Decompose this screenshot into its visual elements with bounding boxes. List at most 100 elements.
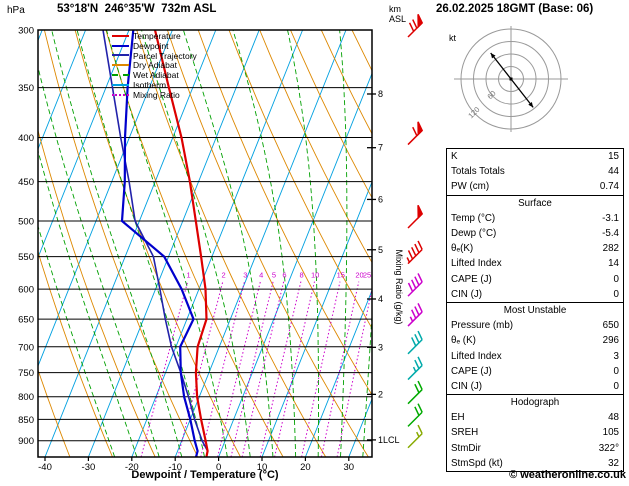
row-value: 0 bbox=[613, 380, 619, 392]
svg-text:1: 1 bbox=[187, 270, 191, 279]
svg-text:8: 8 bbox=[300, 270, 304, 279]
row-label: StmSpd (kt) bbox=[451, 457, 503, 469]
row-label: Pressure (mb) bbox=[451, 320, 514, 332]
svg-text:400: 400 bbox=[18, 133, 34, 144]
chart-legend: Temperature Dewpoint Parcel Trajectory Dry … bbox=[112, 31, 197, 100]
table-row: EH 48 bbox=[447, 410, 623, 425]
row-value: 3 bbox=[613, 350, 619, 362]
table-row: CAPE (J) 0 bbox=[447, 272, 623, 287]
row-value: 0.74 bbox=[599, 181, 619, 193]
svg-text:-40: -40 bbox=[38, 462, 52, 473]
svg-text:350: 350 bbox=[18, 83, 34, 94]
sounding-indices-table: K 15 Totals Totals 44 PW (cm) 0.74 Surface Temp… bbox=[446, 148, 624, 472]
row-label: PW (cm) bbox=[451, 181, 490, 193]
hodograph-ring bbox=[473, 41, 549, 117]
dry-adiabat-swatch-icon bbox=[112, 64, 129, 67]
legend-item-mixing-ratio: Mixing Ratio bbox=[112, 90, 197, 100]
wet-adiabat-lines bbox=[38, 30, 372, 457]
svg-text:30: 30 bbox=[344, 462, 355, 473]
station-title: 53°18'N 246°35'W 732m ASL bbox=[57, 3, 217, 15]
table-row: θₑ(K) 282 bbox=[447, 241, 623, 256]
svg-text:15: 15 bbox=[337, 270, 345, 279]
svg-text:600: 600 bbox=[18, 285, 34, 296]
legend-label: Dewpoint bbox=[133, 40, 169, 51]
mixing-ratio-lines bbox=[140, 281, 372, 457]
svg-text:0: 0 bbox=[216, 462, 221, 473]
temperature-curve bbox=[153, 30, 209, 457]
mixing-ratio-swatch-icon bbox=[112, 93, 129, 96]
svg-text:25: 25 bbox=[363, 270, 371, 279]
table-row: K 15 bbox=[447, 149, 623, 164]
legend-label: Temperature bbox=[133, 30, 181, 41]
svg-text:7: 7 bbox=[378, 143, 383, 153]
temperature-axis: -40 -30 -20 -10 0 10 20 30 bbox=[38, 457, 354, 473]
hodograph-origin-marker bbox=[509, 77, 513, 81]
svg-text:-20: -20 bbox=[125, 462, 139, 473]
row-label: CIN (J) bbox=[451, 288, 483, 300]
plot-area bbox=[38, 30, 372, 457]
svg-text:20: 20 bbox=[355, 270, 363, 279]
row-label: K bbox=[451, 151, 458, 163]
table-section-title: Surface bbox=[518, 197, 552, 209]
row-label: Lifted Index bbox=[451, 258, 502, 270]
row-label: CIN (J) bbox=[451, 380, 483, 392]
table-row: Pressure (mb) 650 bbox=[447, 318, 623, 333]
row-value: -5.4 bbox=[602, 228, 619, 240]
svg-text:4: 4 bbox=[378, 294, 383, 304]
svg-text:650: 650 bbox=[18, 315, 34, 326]
svg-text:3: 3 bbox=[243, 270, 247, 279]
wind-barb-icon bbox=[407, 424, 423, 449]
svg-text:6: 6 bbox=[282, 270, 286, 279]
row-value: 105 bbox=[602, 427, 619, 439]
table-row: StmDir 322° bbox=[447, 441, 623, 456]
altitude-unit-km: km bbox=[389, 4, 401, 14]
table-row: θₑ (K) 296 bbox=[447, 333, 623, 348]
row-value: -3.1 bbox=[602, 212, 619, 224]
svg-text:3: 3 bbox=[378, 342, 383, 352]
table-row: StmSpd (kt) 32 bbox=[447, 456, 623, 471]
wind-barb-icon bbox=[407, 121, 424, 146]
wind-barb-icon bbox=[407, 356, 423, 381]
wind-barb-icon bbox=[407, 330, 423, 355]
row-label: Temp (°C) bbox=[451, 212, 496, 224]
row-value: 48 bbox=[608, 412, 619, 424]
table-section-title: Most Unstable bbox=[503, 304, 567, 316]
dewpoint-curve bbox=[120, 30, 199, 457]
svg-text:2: 2 bbox=[378, 389, 383, 399]
altitude-axis: 1LCL 2 3 4 5 6 7 8 bbox=[367, 89, 400, 445]
table-row: CAPE (J) 0 bbox=[447, 364, 623, 379]
table-row: Dewp (°C) -5.4 bbox=[447, 226, 623, 241]
datetime-title: 26.02.2025 18GMT (Base: 06) bbox=[436, 3, 594, 15]
row-value: 282 bbox=[602, 243, 619, 255]
svg-text:1LCL: 1LCL bbox=[378, 435, 400, 445]
legend-item-parcel-trajectory: Parcel Trajectory bbox=[112, 51, 197, 61]
legend-item-dry-adiabat: Dry Adiabat bbox=[112, 60, 197, 70]
svg-text:2: 2 bbox=[222, 270, 226, 279]
copyright: © weatheronline.co.uk bbox=[509, 469, 626, 481]
table-row: Totals Totals 44 bbox=[447, 164, 623, 179]
wind-barb-icon bbox=[407, 204, 424, 229]
row-label: θₑ(K) bbox=[451, 243, 474, 255]
plot-border bbox=[37, 29, 373, 458]
hodograph-ring bbox=[498, 66, 524, 92]
row-value: 322° bbox=[598, 442, 619, 454]
row-label: θₑ (K) bbox=[451, 335, 476, 347]
legend-label: Mixing Ratio bbox=[133, 89, 180, 100]
row-label: CAPE (J) bbox=[451, 365, 492, 377]
svg-text:300: 300 bbox=[18, 26, 34, 37]
row-label: Lifted Index bbox=[451, 350, 502, 362]
legend-item-dewpoint: Dewpoint bbox=[112, 41, 197, 51]
wet-adiabat-swatch-icon bbox=[112, 74, 129, 77]
row-label: EH bbox=[451, 412, 465, 424]
svg-text:900: 900 bbox=[18, 436, 34, 447]
svg-text:750: 750 bbox=[18, 368, 34, 379]
svg-text:4: 4 bbox=[259, 270, 263, 279]
svg-text:850: 850 bbox=[18, 415, 34, 426]
table-section: K 15 Totals Totals 44 PW (cm) 0.74 bbox=[447, 149, 623, 195]
table-section-title: Hodograph bbox=[510, 397, 560, 409]
table-row: Lifted Index 14 bbox=[447, 256, 623, 271]
svg-text:8: 8 bbox=[378, 89, 383, 99]
svg-text:-10: -10 bbox=[168, 462, 182, 473]
hodograph-ring bbox=[485, 53, 537, 105]
